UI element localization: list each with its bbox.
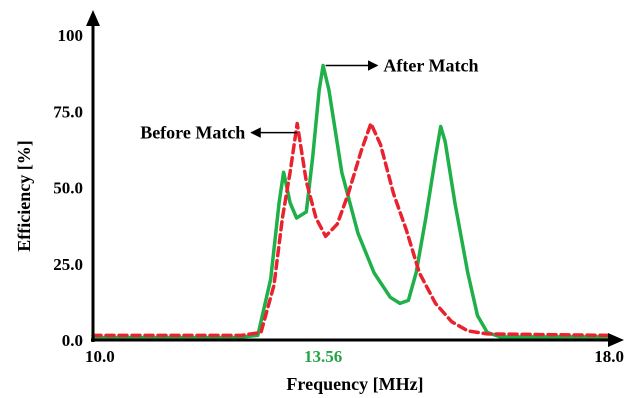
y-tick-label: 0.0 bbox=[62, 331, 83, 350]
annotation-label: After Match bbox=[383, 56, 478, 76]
series-layer bbox=[91, 63, 612, 340]
x-axis-title: Frequency [MHz] bbox=[286, 374, 423, 394]
series-line-after-match bbox=[91, 63, 612, 340]
annotation-label: Before Match bbox=[140, 123, 245, 143]
x-tick-label: 18.0 bbox=[594, 347, 624, 366]
y-tick-label: 100 bbox=[58, 26, 84, 45]
y-tick-label: 75.0 bbox=[53, 102, 83, 121]
y-tick-label: 25.0 bbox=[53, 255, 83, 274]
series-line-before-match bbox=[91, 121, 612, 338]
x-tick-label: 13.56 bbox=[304, 347, 342, 366]
y-tick-label: 50.0 bbox=[53, 179, 83, 198]
annotation-layer: After Match Before Match bbox=[140, 56, 478, 143]
tick-layer: 0.0 25.0 50.0 75.0 100 10.0 13.56 18.0 bbox=[53, 26, 624, 366]
y-axis-title: Efficiency [%] bbox=[14, 140, 34, 251]
y-axis-arrowhead bbox=[86, 10, 100, 26]
x-tick-label: 10.0 bbox=[85, 347, 115, 366]
x-axis-arrowhead bbox=[608, 333, 624, 347]
